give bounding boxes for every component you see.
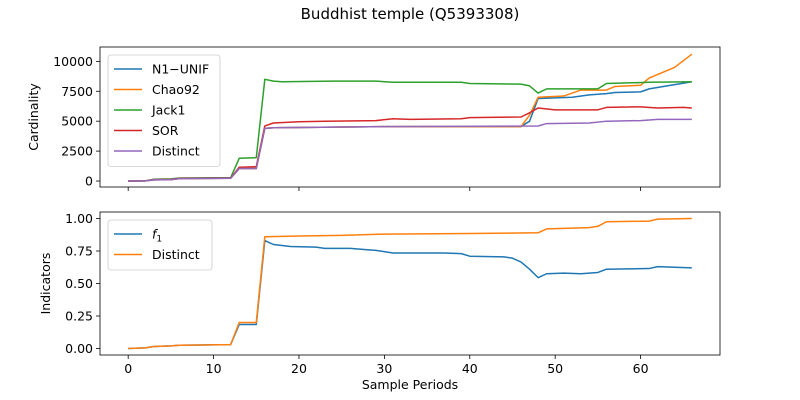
- legend-label: Distinct: [152, 144, 200, 159]
- legend-label: N1−UNIF: [152, 62, 209, 77]
- y-tick-label: 0.00: [65, 341, 93, 356]
- y-ticks: 0 2500 5000 7500 10000: [53, 54, 100, 189]
- x-tick-label: 10: [206, 361, 222, 376]
- x-tick-label: 50: [547, 361, 563, 376]
- subplot-2: 0 10 20 30 40 50 60 0.00 0.25 0.50 0.75 1.00 Indicat…: [38, 211, 721, 392]
- series-lines: [128, 217, 692, 350]
- legend-label: Chao92: [152, 82, 200, 97]
- x-tick-label: 20: [291, 361, 307, 376]
- legend-label-subscript: 1: [156, 235, 162, 245]
- legend-box: [107, 219, 213, 271]
- plots: 0 2500 5000 7500 10000 Cardinality N1−UNIF Chao…: [26, 46, 721, 392]
- x-axis-label: Sample Periods: [362, 377, 458, 392]
- y-tick-label: 0.25: [65, 309, 93, 324]
- legend-label: Jack1: [151, 103, 185, 118]
- y-axis-label: Indicators: [38, 253, 53, 315]
- y-tick-label: 2500: [61, 144, 93, 159]
- x-ticks: 0 10 20 30 40 50 60: [124, 355, 649, 376]
- y-tick-label: 0: [85, 174, 93, 189]
- legend-label: Distinct: [152, 247, 200, 262]
- y-axis-label: Cardinality: [26, 83, 41, 151]
- figure-title: Buddhist temple (Q5393308): [301, 5, 520, 23]
- y-ticks: 0.00 0.25 0.50 0.75 1.00: [65, 211, 100, 356]
- legend-label: SOR: [152, 123, 179, 138]
- x-ticks: [127, 187, 641, 191]
- legend: f1 Distinct: [107, 219, 213, 271]
- y-tick-label: 7500: [61, 84, 93, 99]
- subplot-1: 0 2500 5000 7500 10000 Cardinality N1−UNIF Chao…: [26, 46, 721, 191]
- legend-label-base: f: [152, 227, 158, 242]
- legend: N1−UNIF Chao92 Jack1 SOR Distinct: [107, 54, 221, 167]
- series-line-5: [128, 118, 692, 182]
- y-tick-label: 10000: [53, 54, 93, 69]
- x-tick-label: 30: [376, 361, 392, 376]
- x-tick-label: 0: [124, 361, 132, 376]
- legend-label: f1: [152, 227, 162, 245]
- y-tick-label: 0.50: [65, 276, 93, 291]
- series-line-2: [128, 217, 692, 350]
- x-tick-label: 40: [462, 361, 478, 376]
- axes-frame: [99, 46, 721, 188]
- series-lines: [128, 53, 693, 182]
- y-tick-label: 5000: [61, 114, 93, 129]
- y-tick-label: 0.75: [65, 244, 93, 259]
- x-tick-label: 60: [633, 361, 649, 376]
- y-tick-label: 1.00: [65, 211, 93, 226]
- legend-box: [107, 54, 221, 167]
